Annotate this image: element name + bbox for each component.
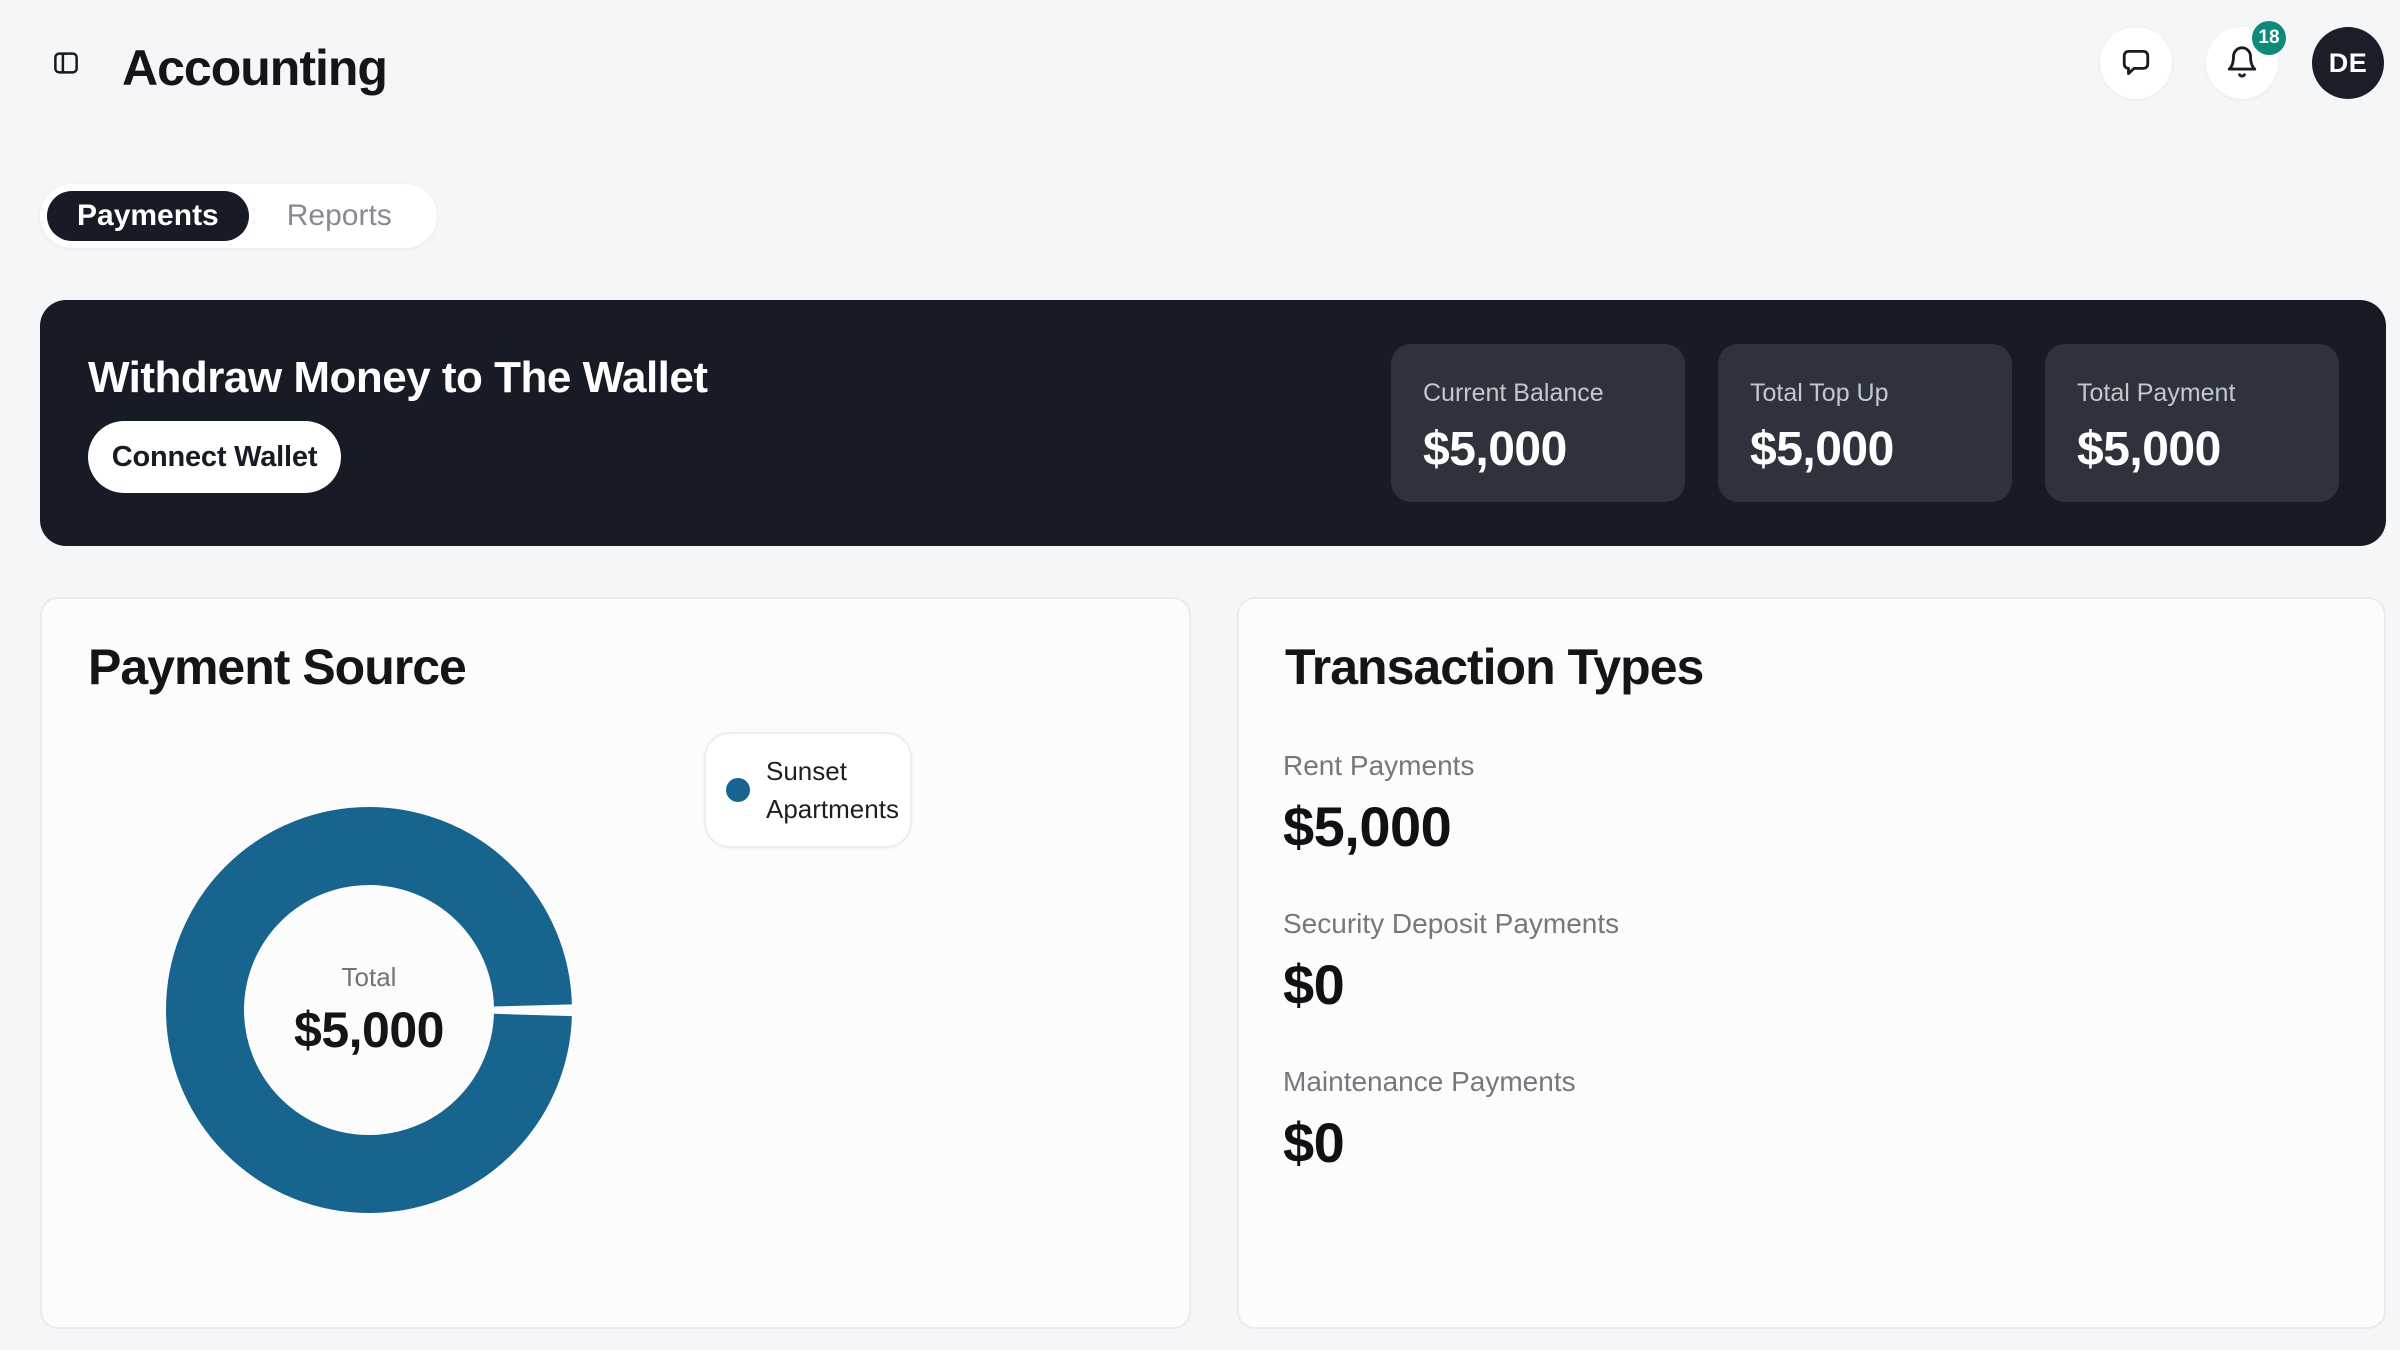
transaction-types-title: Transaction Types [1285,639,1704,695]
stat-value: $5,000 [1423,423,1567,476]
legend-label: Sunset Apartments [766,756,899,824]
transaction-list: Rent Payments $5,000 Security Deposit Pa… [1283,749,2340,1223]
header-actions: 18 DE [2100,21,2384,99]
stat-card-current-balance: Current Balance $5,000 [1391,344,1685,502]
stat-label: Total Payment [2077,379,2236,407]
legend-dot [726,778,750,802]
stat-label: Current Balance [1423,379,1604,407]
stat-card-total-top-up: Total Top Up $5,000 [1718,344,2012,502]
tab-bar: Payments Reports [40,184,437,248]
donut-ring [166,807,572,1213]
transaction-item-maintenance: Maintenance Payments $0 [1283,1065,2340,1175]
banner-title: Withdraw Money to The Wallet [88,353,708,402]
payment-source-card: Payment Source Total $5,000 Sunset Apart… [40,597,1191,1329]
withdraw-banner: Withdraw Money to The Wallet Connect Wal… [40,300,2386,546]
header: Accounting 18 DE [40,0,2384,126]
payment-source-donut-chart: Total $5,000 [164,805,574,1215]
transaction-label: Rent Payments [1283,750,1475,781]
legend-item-sunset-apartments[interactable]: Sunset Apartments [704,732,912,848]
page-title: Accounting [122,40,388,96]
stat-label: Total Top Up [1750,379,1889,407]
connect-wallet-button[interactable]: Connect Wallet [88,421,341,493]
stat-value: $5,000 [1750,423,1894,476]
messages-button[interactable] [2100,27,2172,99]
avatar[interactable]: DE [2312,27,2384,99]
withdraw-banner-content: Withdraw Money to The Wallet Connect Wal… [88,353,708,493]
transaction-label: Maintenance Payments [1283,1066,1576,1097]
transaction-types-card: Transaction Types Rent Payments $5,000 S… [1237,597,2386,1329]
stat-card-total-payment: Total Payment $5,000 [2045,344,2339,502]
bell-icon [2225,45,2259,82]
chat-bubble-icon [2119,45,2153,82]
stat-value: $5,000 [2077,423,2221,476]
notifications-button[interactable]: 18 [2206,21,2286,99]
notification-count-badge: 18 [2252,21,2286,55]
payment-source-title: Payment Source [88,639,467,695]
transaction-value: $5,000 [1283,795,1452,858]
tab-reports[interactable]: Reports [249,191,430,241]
transaction-value: $0 [1283,953,1345,1016]
sidebar-toggle-button[interactable] [48,46,84,82]
tab-payments[interactable]: Payments [47,191,249,241]
transaction-item-security-deposit: Security Deposit Payments $0 [1283,907,2340,1017]
transaction-item-rent: Rent Payments $5,000 [1283,749,2340,859]
transaction-value: $0 [1283,1111,1345,1174]
transaction-label: Security Deposit Payments [1283,908,1620,939]
panel-left-icon [51,48,81,81]
banner-stats: Current Balance $5,000 Total Top Up $5,0… [1391,344,2339,502]
